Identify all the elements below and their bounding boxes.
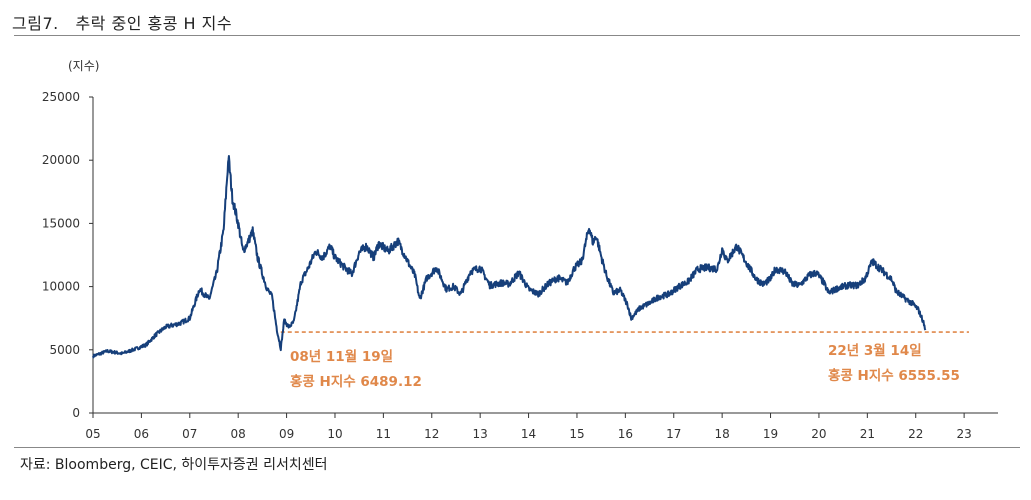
annotations: 08년 11월 19일 홍콩 H지수 6489.12 22년 3월 14일 홍콩… bbox=[290, 342, 960, 390]
annotation-2022-date: 22년 3월 14일 bbox=[828, 342, 922, 359]
y-axis-label: (지수) bbox=[68, 59, 99, 73]
x-tick-label: 23 bbox=[956, 427, 971, 441]
source-note: 자료: Bloomberg, CEIC, 하이투자증권 리서치센터 bbox=[20, 457, 328, 473]
series-line bbox=[92, 155, 927, 359]
x-tick-label: 20 bbox=[811, 427, 826, 441]
x-tick-label: 08 bbox=[231, 427, 246, 441]
annotation-2008-value: 홍콩 H지수 6489.12 bbox=[290, 373, 422, 390]
y-tick-label: 0 bbox=[72, 406, 80, 420]
x-tick-label: 14 bbox=[521, 427, 536, 441]
annotation-2008-date: 08년 11월 19일 bbox=[290, 348, 393, 365]
x-tick-label: 13 bbox=[473, 427, 488, 441]
x-tick-label: 22 bbox=[908, 427, 923, 441]
x-tick-label: 18 bbox=[715, 427, 730, 441]
x-tick-label: 09 bbox=[279, 427, 294, 441]
x-tick-label: 19 bbox=[763, 427, 778, 441]
y-tick-label: 15000 bbox=[42, 216, 80, 230]
x-tick-label: 17 bbox=[666, 427, 681, 441]
title-divider bbox=[14, 35, 1020, 36]
x-tick-label: 06 bbox=[134, 427, 149, 441]
figure-title: 그림7. 추락 중인 홍콩 H 지수 bbox=[12, 14, 233, 33]
footer-divider bbox=[14, 447, 1020, 448]
x-tick-label: 11 bbox=[376, 427, 391, 441]
x-tick-label: 12 bbox=[424, 427, 439, 441]
x-tick-label: 21 bbox=[860, 427, 875, 441]
x-tick-label: 07 bbox=[182, 427, 197, 441]
x-tick-label: 10 bbox=[327, 427, 342, 441]
x-tick-label: 05 bbox=[85, 427, 100, 441]
y-tick-label: 5000 bbox=[49, 343, 80, 357]
x-tick-label: 16 bbox=[618, 427, 633, 441]
annotation-2022-value: 홍콩 H지수 6555.55 bbox=[828, 367, 960, 384]
y-tick-label: 25000 bbox=[42, 90, 80, 104]
series-group bbox=[92, 155, 927, 359]
x-tick-label: 15 bbox=[569, 427, 584, 441]
y-tick-label: 10000 bbox=[42, 280, 80, 294]
axes: 0 5000 10000 15000 20000 25000 05 06 07 08 09 10 11 1… bbox=[42, 90, 998, 441]
y-tick-label: 20000 bbox=[42, 153, 80, 167]
